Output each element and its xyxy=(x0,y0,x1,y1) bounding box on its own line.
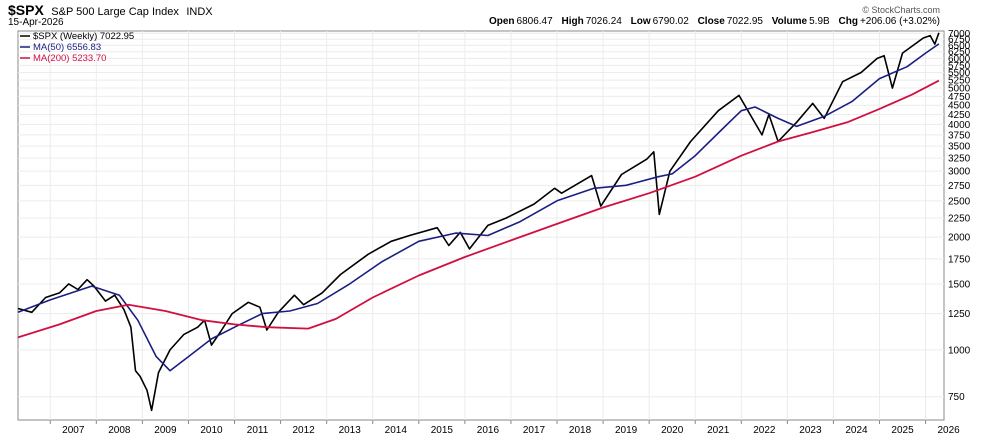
x-tick-label: 2010 xyxy=(200,425,223,436)
quote-bar: Open 6806.47 High 7026.24 Low 6790.02 Close… xyxy=(483,16,940,27)
y-tick-label: 5250 xyxy=(948,76,971,87)
y-tick-label: 6000 xyxy=(948,54,971,65)
y-tick-label: 6500 xyxy=(948,41,971,52)
x-tick-label: 2016 xyxy=(477,425,500,436)
volume-label: Volume xyxy=(771,16,808,27)
chg-value: +206.06 (+3.02%) xyxy=(859,16,940,27)
chart-header: $SPX S&P 500 Large Cap Index INDX xyxy=(8,2,213,20)
x-tick-label: 2022 xyxy=(753,425,776,436)
low-label: Low xyxy=(630,16,651,27)
low-value: 6790.02 xyxy=(652,16,689,27)
open-label: Open xyxy=(488,16,515,27)
y-tick-label: 5750 xyxy=(948,61,971,72)
y-tick-label: 1750 xyxy=(948,254,971,265)
legend: $SPX (Weekly) 7022.95 MA(50) 6556.83 MA(… xyxy=(20,31,134,64)
y-tick-label: 3750 xyxy=(948,130,971,141)
x-tick-label: 2013 xyxy=(339,425,362,436)
y-tick-label: 6750 xyxy=(948,35,971,46)
y-tick-label: 4750 xyxy=(948,92,971,103)
y-tick-label: 750 xyxy=(948,392,965,403)
symbol-description: S&P 500 Large Cap Index xyxy=(51,6,179,18)
y-tick-label: 2000 xyxy=(948,233,971,244)
y-tick-label: 2750 xyxy=(948,181,971,192)
x-tick-label: 2008 xyxy=(108,425,131,436)
x-tick-label: 2018 xyxy=(569,425,592,436)
y-tick-label: 1000 xyxy=(948,345,971,356)
plot-area[interactable] xyxy=(17,30,945,421)
series-lines xyxy=(17,32,940,412)
x-tick-label: 2020 xyxy=(661,425,684,436)
y-tick-label: 5500 xyxy=(948,68,971,79)
chg-label: Chg xyxy=(838,16,858,27)
x-tick-label: 2026 xyxy=(937,425,960,436)
open-value: 6806.47 xyxy=(516,16,553,27)
y-tick-label: 4250 xyxy=(948,110,971,121)
y-tick-label: 2500 xyxy=(948,196,971,207)
stockcharts-logo: © StockCharts.com xyxy=(862,5,940,15)
y-tick-label: 3500 xyxy=(948,142,971,153)
x-tick-label: 2011 xyxy=(247,425,269,436)
y-tick-label: 3000 xyxy=(948,167,971,178)
x-tick-label: 2007 xyxy=(62,425,85,436)
exchange-label: INDX xyxy=(186,6,213,18)
price-line xyxy=(17,32,940,412)
x-tick-label: 2019 xyxy=(615,425,638,436)
close-label: Close xyxy=(697,16,725,27)
y-tick-label: 5000 xyxy=(948,84,971,95)
y-tick-label: 3250 xyxy=(948,154,971,165)
y-tick-label: 4000 xyxy=(948,120,971,131)
y-tick-label: 2250 xyxy=(948,213,971,224)
ma200-line xyxy=(17,79,940,339)
y-tick-label: 1250 xyxy=(948,309,971,320)
symbol-label: $SPX xyxy=(8,2,44,18)
legend-ma50: MA(50) 6556.83 xyxy=(33,42,101,53)
legend-ma200: MA(200) 5233.70 xyxy=(33,53,106,64)
y-tick-label: 7000 xyxy=(948,29,971,40)
high-value: 7026.24 xyxy=(585,16,622,27)
gridlines xyxy=(18,31,944,420)
x-tick-label: 2012 xyxy=(293,425,316,436)
y-tick-label: 1500 xyxy=(948,279,971,290)
volume-value: 5.9B xyxy=(809,16,830,27)
x-axis: 2007 2008 2009 2010 2011 2012 2013 2014 2015 2016… xyxy=(49,420,960,436)
x-tick-label: 2014 xyxy=(385,425,408,436)
chart-date: 15-Apr-2026 xyxy=(8,17,64,28)
x-tick-label: 2017 xyxy=(523,425,546,436)
x-tick-label: 2009 xyxy=(154,425,177,436)
x-tick-label: 2025 xyxy=(891,425,914,436)
high-label: High xyxy=(561,16,584,27)
close-value: 7022.95 xyxy=(726,16,763,27)
y-tick-label: 4500 xyxy=(948,101,971,112)
x-tick-label: 2023 xyxy=(799,425,822,436)
y-tick-label: 6250 xyxy=(948,47,971,58)
ma50-line xyxy=(17,43,940,372)
y-axis: 7000675065006250600057505500525050004750… xyxy=(948,29,971,403)
x-tick-label: 2021 xyxy=(707,425,730,436)
legend-price: $SPX (Weekly) 7022.95 xyxy=(33,31,134,42)
x-tick-label: 2015 xyxy=(431,425,454,436)
x-tick-label: 2024 xyxy=(845,425,868,436)
